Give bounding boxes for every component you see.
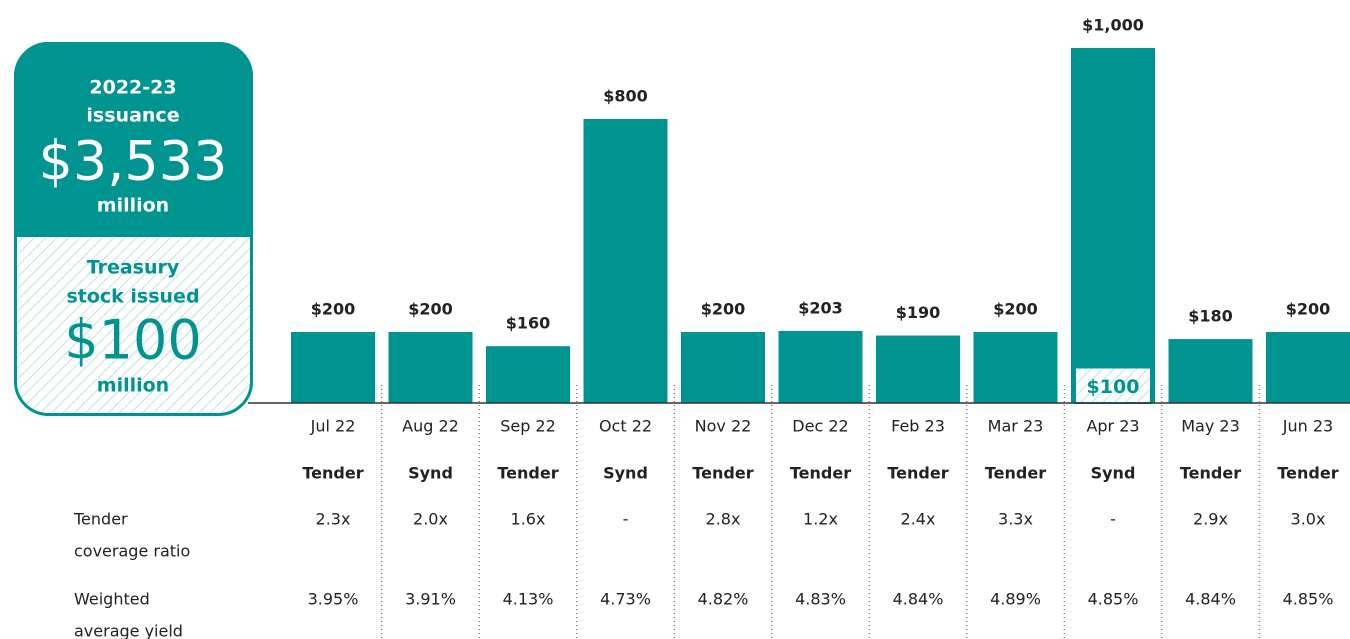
month-label: Jul 22 <box>310 417 356 436</box>
method-label: Tender <box>1180 464 1241 483</box>
value-label: $200 <box>1286 300 1331 319</box>
treasury-unit: million <box>97 375 169 397</box>
value-label: $200 <box>993 300 1038 319</box>
method-label: Tender <box>887 464 948 483</box>
treasury-bar <box>1074 366 1152 404</box>
bar <box>388 332 473 403</box>
method-label: Synd <box>408 464 453 483</box>
bar <box>973 332 1058 403</box>
issuance-title: 2022-23 <box>89 77 176 99</box>
month-label: Nov 22 <box>695 417 752 436</box>
bar <box>778 330 863 403</box>
table-cell: 3.91% <box>405 590 456 609</box>
month-label: Aug 22 <box>402 417 459 436</box>
value-label: $200 <box>408 300 453 319</box>
table-cell: 4.73% <box>600 590 651 609</box>
panel-top <box>14 42 253 237</box>
value-label: $200 <box>311 300 356 319</box>
table-cell: 1.6x <box>511 510 546 529</box>
value-label: $1,000 <box>1082 16 1144 35</box>
method-label: Synd <box>1091 464 1136 483</box>
month-label: Jun 23 <box>1282 417 1333 436</box>
bar <box>1266 332 1350 403</box>
table-cell: 4.85% <box>1088 590 1139 609</box>
table-cell: 1.2x <box>803 510 838 529</box>
month-label: Dec 22 <box>792 417 848 436</box>
table-cell: 2.4x <box>901 510 936 529</box>
bar <box>583 119 668 403</box>
month-label: Feb 23 <box>891 417 945 436</box>
treasury-label: $100 <box>1087 376 1140 398</box>
bar <box>1071 48 1155 403</box>
method-label: Tender <box>790 464 851 483</box>
row-label: Tender <box>73 510 128 529</box>
method-label: Tender <box>497 464 558 483</box>
month-label: Sep 22 <box>500 417 556 436</box>
bar <box>1168 339 1253 403</box>
issuance-title: issuance <box>86 105 179 127</box>
bar <box>876 335 960 403</box>
method-label: Tender <box>1277 464 1338 483</box>
method-label: Tender <box>302 464 363 483</box>
table-cell: 3.95% <box>308 590 359 609</box>
table-cell: 4.89% <box>990 590 1041 609</box>
table-cell: 2.9x <box>1193 510 1228 529</box>
table-cell: - <box>1110 510 1116 529</box>
month-label: May 23 <box>1181 417 1240 436</box>
method-label: Tender <box>985 464 1046 483</box>
method-label: Synd <box>603 464 648 483</box>
method-label: Tender <box>692 464 753 483</box>
value-label: $203 <box>798 298 843 317</box>
table-cell: 3.3x <box>998 510 1033 529</box>
table-cell: 4.13% <box>503 590 554 609</box>
table-cell: 2.3x <box>316 510 351 529</box>
bar <box>486 346 570 403</box>
value-label: $800 <box>603 87 648 106</box>
treasury-title: Treasury <box>87 257 180 279</box>
bar <box>291 332 375 403</box>
panel-border <box>14 42 253 416</box>
table-cell: 4.82% <box>698 590 749 609</box>
month-label: Apr 23 <box>1086 417 1139 436</box>
month-label: Mar 23 <box>988 417 1044 436</box>
value-label: $190 <box>896 303 941 322</box>
value-label: $160 <box>506 314 551 333</box>
table-cell: 4.85% <box>1283 590 1334 609</box>
row-label: coverage ratio <box>74 542 190 561</box>
row-label: Weighted <box>74 590 150 609</box>
issuance-value: $3,533 <box>39 130 228 193</box>
table-cell: - <box>623 510 629 529</box>
row-label: average yield <box>74 622 183 639</box>
value-label: $180 <box>1188 307 1233 326</box>
issuance-unit: million <box>97 195 169 217</box>
table-cell: 4.84% <box>893 590 944 609</box>
value-label: $200 <box>701 300 746 319</box>
table-cell: 4.83% <box>795 590 846 609</box>
table-cell: 2.8x <box>706 510 741 529</box>
treasury-title: stock issued <box>66 286 199 308</box>
table-cell: 3.0x <box>1291 510 1326 529</box>
bar <box>681 332 765 403</box>
treasury-value: $100 <box>64 309 201 372</box>
month-label: Oct 22 <box>599 417 652 436</box>
table-cell: 4.84% <box>1185 590 1236 609</box>
table-cell: 2.0x <box>413 510 448 529</box>
summary-panel: 2022-23 issuance $3,533 million Treasury… <box>14 42 253 416</box>
